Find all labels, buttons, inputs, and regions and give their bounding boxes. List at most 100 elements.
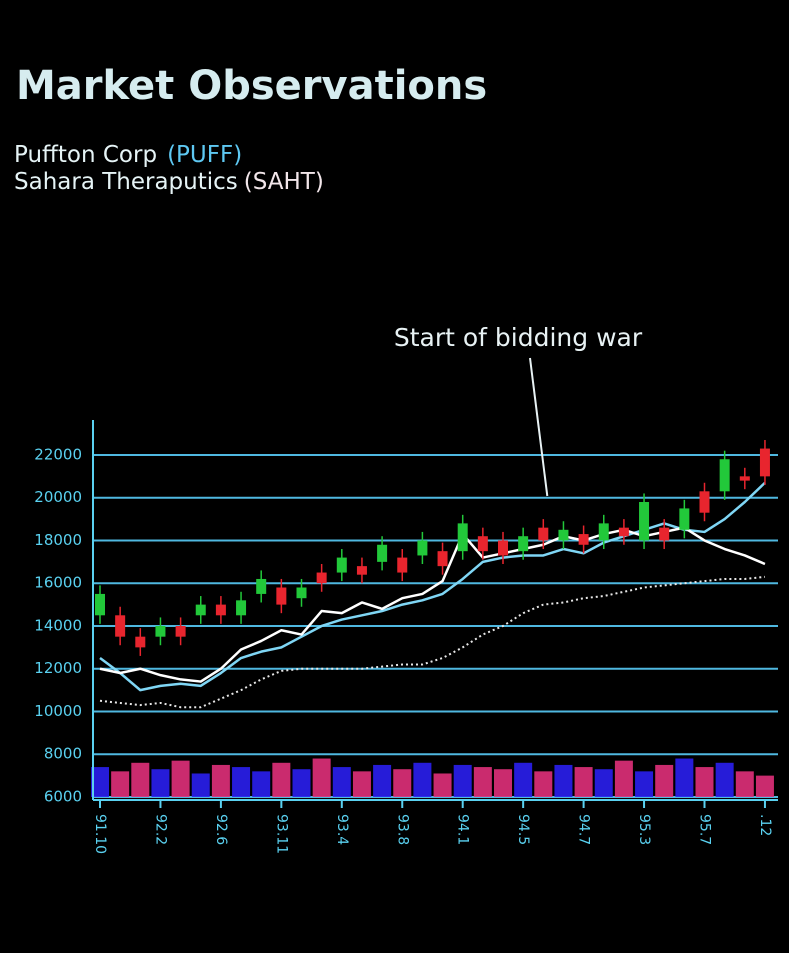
- candle-body: [417, 540, 428, 556]
- candle-body: [518, 536, 529, 552]
- price-line: [99, 481, 766, 692]
- volume-bar: [413, 762, 432, 797]
- legend-line: Sahara Theraputics (SAHT): [14, 169, 324, 195]
- candle-body: [618, 527, 629, 537]
- candle-body: [659, 527, 670, 541]
- legend-name: Sahara Theraputics: [14, 169, 238, 195]
- y-tick-label: 20000: [34, 488, 82, 506]
- candle-body: [739, 476, 750, 481]
- candle-body: [356, 566, 367, 575]
- volume-bar: [594, 769, 613, 797]
- volume-bar: [232, 767, 251, 797]
- volume-bar: [292, 769, 311, 797]
- title: Market Observations: [16, 63, 487, 109]
- x-tick-label: 93.11: [273, 814, 289, 854]
- x-tick-label: 93.4: [334, 814, 350, 845]
- volume-bar: [373, 764, 392, 797]
- candle-body: [498, 540, 508, 556]
- y-tick-label: 14000: [34, 616, 82, 634]
- x-tick-label: 94.7: [576, 814, 592, 845]
- candle-body: [437, 551, 448, 567]
- x-tick-label: 92.2: [152, 814, 168, 845]
- price-line: [99, 526, 766, 683]
- annotation-pointer: [529, 357, 549, 497]
- volume-bar: [171, 760, 190, 797]
- price-line: [99, 575, 766, 709]
- x-tick-label: 92.6: [213, 814, 229, 845]
- candle-body: [578, 534, 589, 545]
- volume-bar: [574, 767, 593, 797]
- y-tick-label: 16000: [34, 574, 82, 592]
- x-tick-label: 95.3: [636, 814, 652, 845]
- candle-body: [135, 636, 146, 648]
- candle-body: [639, 502, 650, 541]
- x-tick-label: 94.5: [515, 814, 531, 845]
- volume-bar: [312, 758, 331, 797]
- candle-body: [175, 625, 186, 637]
- candle-body: [276, 587, 287, 605]
- volume-bar: [715, 762, 734, 797]
- candle-body: [457, 523, 468, 552]
- volume-bar: [514, 762, 533, 797]
- volume-bar: [272, 762, 291, 797]
- legend-line: Puffton Corp (PUFF): [14, 142, 242, 168]
- candle-body: [598, 523, 609, 541]
- volume-bar: [433, 773, 452, 797]
- candle-body: [558, 529, 569, 541]
- volume-bar: [151, 769, 170, 797]
- volume-bar: [675, 758, 694, 797]
- legend-name: Puffton Corp: [14, 142, 157, 168]
- candle-body: [316, 572, 327, 584]
- annotation: Start of bidding war: [394, 323, 643, 352]
- candle-body: [195, 604, 206, 616]
- y-tick-label: 18000: [34, 531, 82, 549]
- volume-bar: [695, 767, 714, 797]
- y-tick-label: 8000: [44, 745, 82, 763]
- volume-bar: [91, 767, 109, 797]
- y-tick-label: 6000: [44, 788, 82, 806]
- y-tick-label: 12000: [34, 659, 82, 677]
- volume-bar: [635, 771, 654, 797]
- x-tick-label: 93.8: [394, 814, 410, 845]
- y-tick-label: 10000: [34, 702, 82, 720]
- volume-bar: [211, 764, 230, 797]
- candle-body: [155, 625, 166, 637]
- candle-body: [296, 587, 307, 599]
- x-tick-label: 95.7: [697, 814, 713, 845]
- candle-body: [719, 459, 730, 492]
- candle-body: [95, 593, 105, 616]
- candle-body: [336, 557, 347, 573]
- legend-ticker: (PUFF): [167, 142, 242, 168]
- candle-body: [215, 604, 226, 616]
- volume-bar: [453, 764, 472, 797]
- volume-bar: [191, 773, 210, 797]
- volume-bar: [131, 762, 150, 797]
- candle-body: [397, 557, 408, 573]
- volume-bar: [252, 771, 271, 797]
- candle-body: [759, 448, 770, 477]
- volume-bar: [614, 760, 633, 797]
- candle-body: [699, 491, 710, 513]
- candle-body: [115, 615, 126, 637]
- volume-bar: [352, 771, 371, 797]
- x-tick-label: 91.10: [92, 814, 108, 854]
- volume-bar: [473, 767, 492, 797]
- x-tick-label: .12: [757, 814, 773, 836]
- candle-body: [477, 536, 488, 552]
- candle-body: [236, 600, 247, 616]
- candle-body: [538, 527, 549, 541]
- volume-bar: [755, 775, 774, 797]
- volume-bar: [735, 771, 754, 797]
- volume-bar: [655, 764, 674, 797]
- x-tick-label: 94.1: [455, 814, 471, 845]
- volume-bar: [534, 771, 553, 797]
- volume-bar: [494, 769, 512, 797]
- volume-bar: [393, 769, 412, 797]
- volume-bar: [332, 767, 351, 797]
- volume-bar: [111, 771, 130, 797]
- candle-body: [256, 578, 267, 594]
- candle-body: [377, 544, 388, 562]
- y-tick-label: 22000: [34, 445, 82, 463]
